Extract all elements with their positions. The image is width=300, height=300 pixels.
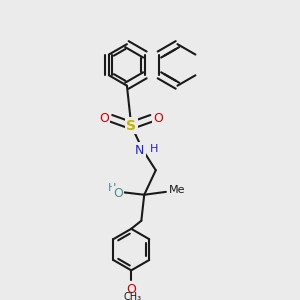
Text: N: N <box>135 143 145 157</box>
Text: CH₃: CH₃ <box>124 292 142 300</box>
Text: O: O <box>99 112 109 125</box>
Text: S: S <box>126 118 136 133</box>
Text: Me: Me <box>169 185 185 195</box>
Text: H: H <box>150 144 158 154</box>
Text: H: H <box>108 182 117 193</box>
Text: O: O <box>126 283 136 296</box>
Text: O: O <box>154 112 164 125</box>
Text: O: O <box>113 187 123 200</box>
